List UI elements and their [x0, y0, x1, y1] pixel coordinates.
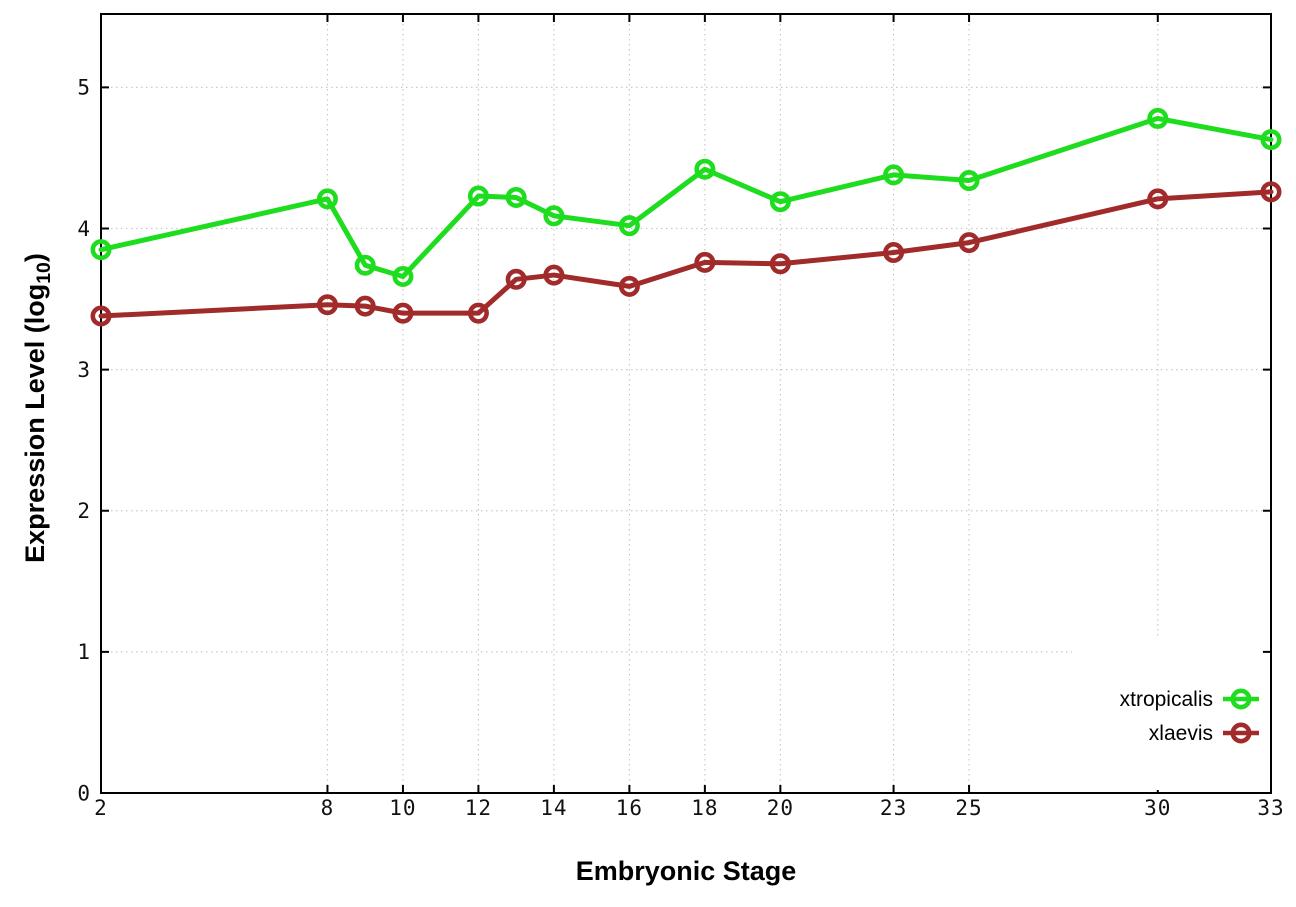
y-axis-title-text: Expression Level (log: [19, 283, 50, 563]
legend-item-xtropicalis: xtropicalis: [1072, 682, 1262, 716]
data-point-xlaevis: [618, 275, 640, 297]
data-point-xlaevis: [90, 305, 112, 327]
y-tick-label: 0: [77, 781, 90, 805]
x-tick-label: 18: [691, 796, 718, 820]
data-point-xtropicalis: [1147, 107, 1169, 129]
x-tick-label: 16: [616, 796, 643, 820]
legend-label: xlaevis: [1148, 721, 1213, 745]
data-point-xlaevis: [694, 251, 716, 273]
data-point-xlaevis: [543, 264, 565, 286]
y-axis-title: Expression Level (log10): [20, 253, 56, 563]
data-point-xlaevis: [1147, 188, 1169, 210]
data-point-xlaevis: [1260, 181, 1282, 203]
data-point-xlaevis: [958, 232, 980, 254]
x-axis-title: Embryonic Stage: [575, 856, 797, 886]
y-tick-label: 2: [77, 499, 90, 523]
series-marker-icon: [1223, 722, 1259, 744]
y-tick-label: 4: [77, 217, 90, 241]
data-point-xtropicalis: [354, 254, 376, 276]
data-point-xtropicalis: [316, 188, 338, 210]
x-tick-label: 2: [94, 796, 108, 820]
data-point-xlaevis: [505, 268, 527, 290]
data-point-xlaevis: [354, 295, 376, 317]
data-point-xtropicalis: [958, 170, 980, 192]
x-tick-label: 12: [465, 796, 492, 820]
data-point-xtropicalis: [694, 158, 716, 180]
data-point-xlaevis: [467, 302, 489, 324]
y-axis-title-subscript: 10: [33, 262, 56, 284]
data-point-xlaevis: [392, 302, 414, 324]
legend-item-xlaevis: xlaevis: [1072, 716, 1262, 750]
y-tick-label: 5: [77, 76, 90, 100]
legend-label: xtropicalis: [1119, 687, 1213, 711]
data-point-xtropicalis: [90, 239, 112, 261]
x-tick-label: 25: [955, 796, 982, 820]
y-axis-title-close: ): [19, 253, 50, 263]
x-tick-label: 33: [1257, 796, 1284, 820]
data-point-xtropicalis: [618, 215, 640, 237]
x-tick-label: 20: [767, 796, 794, 820]
data-point-xtropicalis: [505, 186, 527, 208]
data-point-xtropicalis: [769, 191, 791, 213]
series-marker-icon: [1223, 688, 1259, 710]
data-point-xlaevis: [316, 294, 338, 316]
data-point-xtropicalis: [467, 185, 489, 207]
series-line-xtropicalis: [98, 115, 1274, 279]
y-tick-label: 1: [77, 640, 90, 664]
data-point-xlaevis: [883, 241, 905, 263]
x-tick-label: 23: [880, 796, 907, 820]
data-point-xlaevis: [769, 253, 791, 275]
data-point-xtropicalis: [883, 164, 905, 186]
data-point-xtropicalis: [543, 205, 565, 227]
y-tick-label: 3: [77, 358, 90, 382]
legend: xtropicalis xlaevis: [1072, 636, 1262, 790]
x-tick-label: 10: [389, 796, 416, 820]
x-tick-label: 30: [1144, 796, 1171, 820]
x-tick-label: 8: [321, 796, 335, 820]
x-tick-label: 14: [540, 796, 567, 820]
data-point-xtropicalis: [392, 265, 414, 287]
plot-border: [100, 13, 1272, 794]
data-point-xtropicalis: [1260, 129, 1282, 151]
